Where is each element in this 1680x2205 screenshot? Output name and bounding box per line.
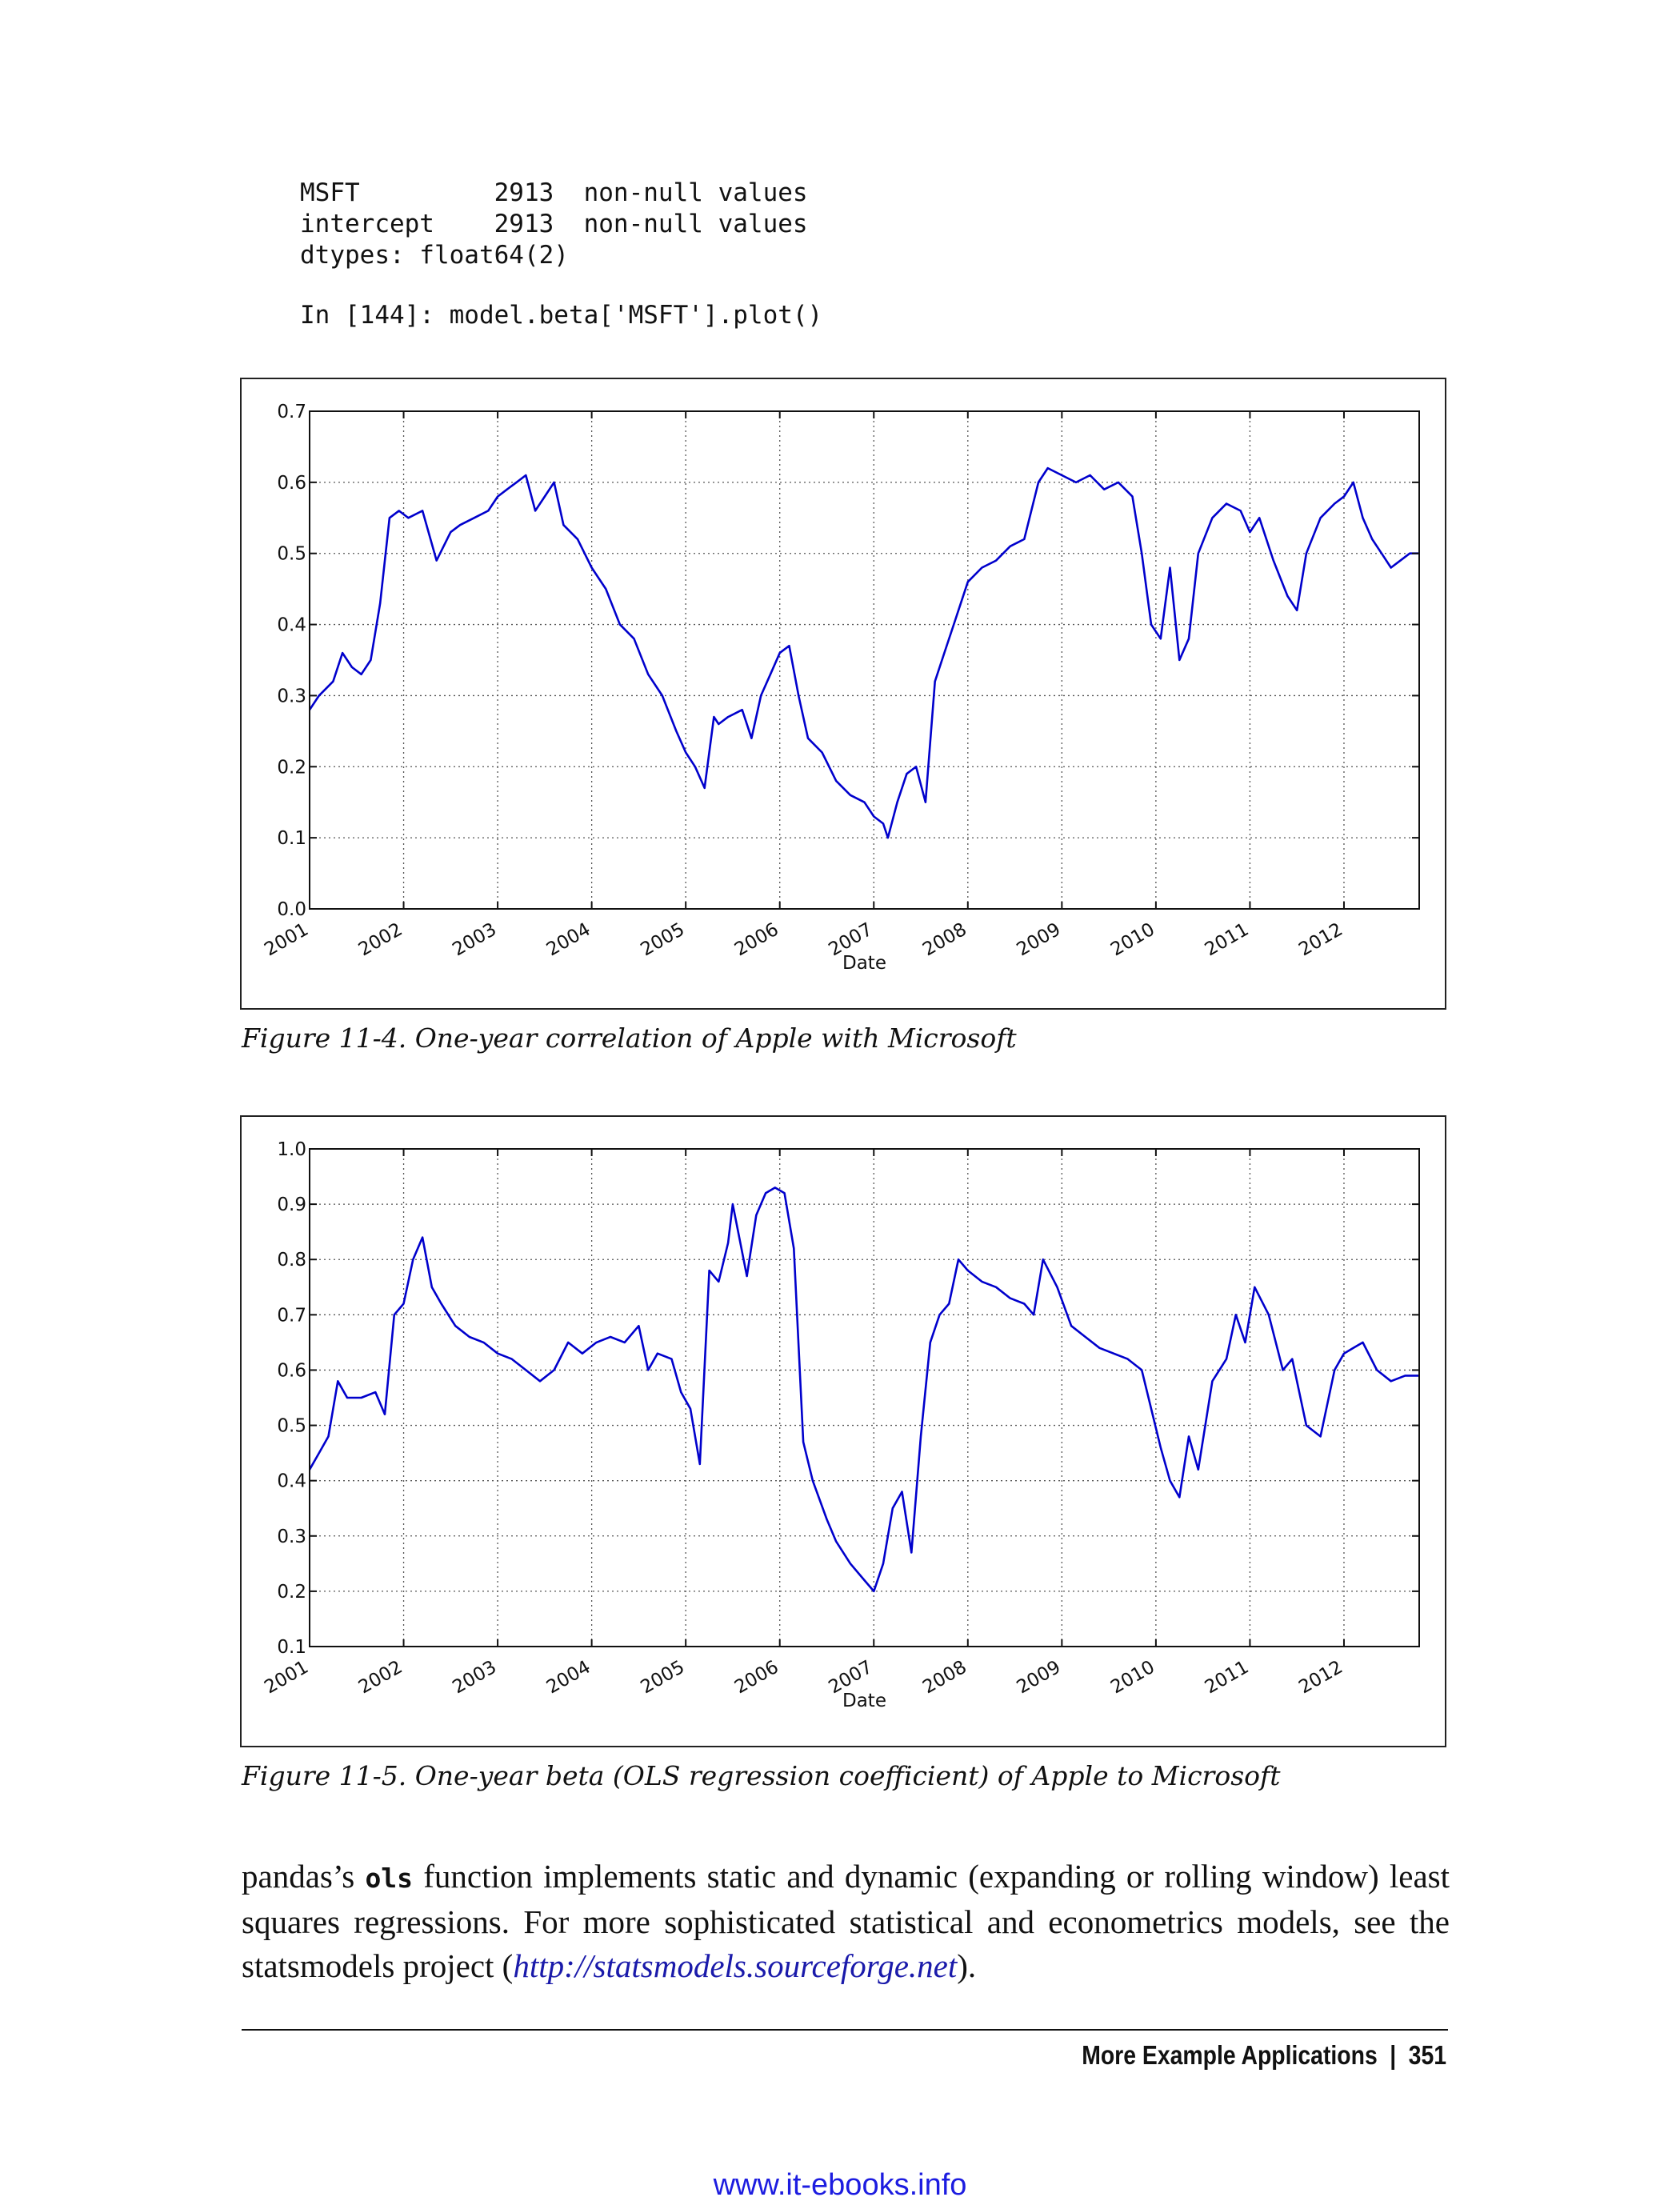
code-block: MSFT 2913 non-null values intercept 2913… [300,178,822,331]
x-tick-label: 2009 [1014,1657,1065,1699]
x-tick-label: 2003 [449,919,500,961]
footer-section-title: More Example Applications [1082,2040,1378,2070]
page-number: 351 [1408,2040,1446,2070]
series-line [308,1187,1419,1593]
plot-frame [309,1148,1420,1647]
series-line [308,466,1419,839]
x-tick-label: 2002 [355,919,406,961]
x-tick-label: 2008 [919,1657,970,1699]
correlation-chart: 0.0 0.1 0.2 0.3 0.4 0.5 0.6 0.7 2001 2002 2003 2004… [261,402,1420,974]
figure-11-5: 0.1 0.2 0.3 0.4 0.5 0.6 0.7 0.8 0.9 1.0 2001 2002 20… [240,1115,1446,1747]
x-tick-label: 2006 [731,1657,782,1699]
figure-11-4: 0.0 0.1 0.2 0.3 0.4 0.5 0.6 0.7 2001 2002 2003 2004… [240,378,1446,1010]
y-tick-label: 0.1 [277,828,306,849]
y-tick-label: 0.4 [277,615,306,636]
figure-caption: Figure 11-4. One-year correlation of App… [242,1022,1017,1054]
code-line: In [144]: model.beta['MSFT'].plot() [300,301,823,330]
body-text: pandas’s [242,1858,366,1895]
footer-separator: | [1390,2040,1397,2070]
x-tick-label: 2002 [355,1657,406,1699]
y-tick-label: 0.6 [277,1360,306,1381]
y-tick-label: 0.1 [277,1637,306,1658]
x-tick-label: 2012 [1295,1657,1346,1699]
x-tick-label: 2001 [261,919,312,961]
x-tick-label: 2011 [1202,1657,1253,1699]
statsmodels-link[interactable]: http://statsmodels.sourceforge.net [513,1947,958,1984]
x-tick-label: 2005 [637,1657,688,1699]
y-tick-label: 0.2 [277,757,306,778]
x-tick-label: 2011 [1202,919,1253,961]
watermark-link[interactable]: www.it-ebooks.info [713,2168,967,2202]
x-tick-label: 2005 [637,919,688,961]
y-tick-label: 0.6 [277,473,306,494]
x-tick-label: 2010 [1107,919,1158,961]
beta-chart: 0.1 0.2 0.3 0.4 0.5 0.6 0.7 0.8 0.9 1.0 2001 2002 20… [261,1139,1420,1711]
y-tick-label: 0.0 [277,899,306,920]
y-tick-label: 0.3 [277,686,306,706]
x-tick-label: 2004 [543,919,594,961]
y-tick-label: 0.8 [277,1250,306,1271]
x-tick-label: 2006 [731,919,782,961]
plot-frame [309,410,1420,910]
footer-rule [242,2029,1448,2031]
y-tick-label: 0.5 [277,1416,306,1437]
x-tick-label: 2012 [1295,919,1346,961]
x-axis-label: Date [842,1691,886,1711]
code-line: MSFT 2913 non-null values [300,178,808,207]
x-tick-label: 2010 [1107,1657,1158,1699]
x-tick-label: 2009 [1014,919,1065,961]
y-tick-label: 0.5 [277,544,306,565]
x-tick-label: 2001 [261,1657,312,1699]
y-tick-label: 0.7 [277,402,306,422]
code-line: dtypes: float64(2) [300,241,569,270]
x-tick-label: 2003 [449,1657,500,1699]
y-tick-label: 0.9 [277,1195,306,1215]
x-tick-label: 2004 [543,1657,594,1699]
y-tick-label: 0.3 [277,1527,306,1547]
body-text: function implements static and dynamic (… [242,1858,1450,1984]
y-tick-label: 0.4 [277,1471,306,1492]
page-footer: More Example Applications | 351 [1082,2040,1446,2071]
y-tick-label: 1.0 [277,1139,306,1160]
body-text: ). [957,1947,977,1984]
body-paragraph: pandas’s ols function implements static … [242,1855,1450,1988]
x-axis-label: Date [842,953,886,974]
figure-caption: Figure 11-5. One-year beta (OLS regressi… [242,1760,1281,1791]
x-tick-label: 2008 [919,919,970,961]
code-line: intercept 2913 non-null values [300,210,808,238]
y-tick-label: 0.2 [277,1582,306,1603]
y-tick-label: 0.7 [277,1305,306,1326]
inline-code: ols [365,1863,414,1894]
